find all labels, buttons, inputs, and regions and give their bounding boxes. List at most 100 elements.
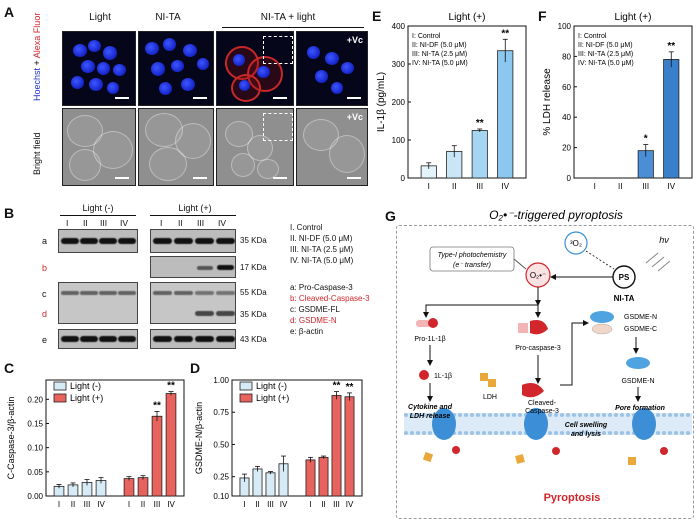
gsdme-n-label-2: GSDME-N <box>621 378 654 385</box>
panel-letter-c: C <box>4 360 15 376</box>
x-tick-label: I <box>243 500 245 509</box>
legend-label: Light (-) <box>256 381 287 391</box>
legend-label: Light (+) <box>256 393 289 403</box>
lane-label: I <box>160 218 163 228</box>
significance-marker: ** <box>346 382 354 393</box>
micrograph-bf-nita <box>138 108 214 186</box>
blot-bracket-plus <box>150 215 236 216</box>
blot-row-letter-c: c <box>42 289 47 299</box>
y-tick-label: 0.50 <box>213 440 229 449</box>
significance-marker: ** <box>667 41 675 52</box>
x-tick-label: III <box>154 500 161 509</box>
x-tick-label: I <box>309 500 311 509</box>
blot-group-legend: I. Control II. NI-DF (5.0 μM) III. NI-TA… <box>290 223 354 265</box>
legend-label: Light (+) <box>70 393 103 403</box>
legend-label: Light (-) <box>70 381 101 391</box>
blot-e-minus <box>58 329 138 349</box>
lane-label: IV <box>218 218 227 228</box>
panel-a-col-light: Light <box>89 12 111 23</box>
bar <box>344 396 355 497</box>
legend-text: IV: NI-TA (5.0 μM) <box>412 60 468 67</box>
pyroptosis-label: Pyroptosis <box>544 492 601 504</box>
blot-a-minus <box>58 229 138 253</box>
y-tick-label: 0.75 <box>213 408 229 417</box>
x-tick-label: IV <box>167 500 175 509</box>
nita-label: NI-TA <box>614 294 635 303</box>
micrograph-bf-nita-light <box>216 108 294 186</box>
blot-bracket-minus <box>60 215 136 216</box>
x-tick-label: III <box>267 500 274 509</box>
y-tick-label: 60 <box>562 83 571 92</box>
bar <box>497 50 514 179</box>
y-axis-label: GSDME-N/β-actin <box>194 402 204 474</box>
panel-letter-g: G <box>385 208 396 224</box>
x-tick-label: I <box>428 182 430 191</box>
legend-text: I: Control <box>412 33 441 40</box>
panel-letter-a: A <box>4 4 15 20</box>
photosensitizer: PS <box>619 273 630 282</box>
x-tick-label: II <box>141 500 145 509</box>
blot-group-light-minus: Light (-) <box>82 203 114 213</box>
panel-a-row-label-fluo: Hoechst + Alexa Fluor <box>32 12 42 101</box>
y-tick-label: 0 <box>567 174 572 183</box>
blot-row-letter-b: b <box>42 263 48 273</box>
pore-formation-label: Pore formation <box>615 405 665 412</box>
swelling-label-1: Cell swelling <box>565 422 608 429</box>
kda-label: 35 KDa <box>240 236 267 245</box>
hv-label: hν <box>659 235 669 245</box>
ldh-label: LDH <box>483 394 497 401</box>
blot-group-light-plus: Light (+) <box>178 203 212 213</box>
legend-text: III: NI-TA (2.5 μM) <box>412 51 467 58</box>
x-tick-label: III <box>642 182 649 191</box>
lane-label: II <box>178 218 183 228</box>
legend-swatch <box>239 381 253 391</box>
bar <box>305 459 316 497</box>
bar <box>151 415 163 497</box>
pro-caspase3-label: Pro-caspase-3 <box>515 345 561 352</box>
legend-text: IV: NI-TA (5.0 μM) <box>578 60 634 67</box>
x-tick-label: IV <box>501 182 509 191</box>
panel-a-row-label-bf: Bright field <box>32 132 42 175</box>
y-tick-label: 400 <box>392 22 406 31</box>
bar <box>252 468 263 497</box>
micrograph-bf-vc: +Vc <box>296 108 368 186</box>
chart-title: Light (+) <box>449 12 486 23</box>
blot-e-plus <box>150 329 236 349</box>
blot-row-letter-a: a <box>42 236 48 246</box>
type1-label-1: Type-I photochemistry <box>438 252 507 259</box>
lane-label: III <box>100 218 108 228</box>
type1-label-2: (e⁻ transfer) <box>453 262 491 269</box>
y-tick-label: 0.15 <box>27 420 43 429</box>
micrograph-fluo-light <box>62 31 136 106</box>
plot-frame <box>573 25 693 179</box>
y-tick-label: 300 <box>392 60 406 69</box>
bar <box>123 478 135 497</box>
y-tick-label: 100 <box>558 22 572 31</box>
x-tick-label: III <box>333 500 340 509</box>
y-tick-label: 80 <box>562 52 571 61</box>
x-tick-label: II <box>452 182 456 191</box>
y-axis-label: C-Caspase-3/β-actin <box>6 397 16 480</box>
panel-a-col-nita: NI-TA <box>155 12 181 23</box>
lane-label: I <box>66 218 69 228</box>
diagram-title: O₂•⁻-triggered pyroptosis <box>489 208 623 222</box>
panel-a-col-nita-light: NI-TA + light <box>260 12 316 23</box>
pore-channel-3 <box>632 408 656 440</box>
y-tick-label: 200 <box>392 98 406 107</box>
significance-marker: * <box>644 134 648 145</box>
bar <box>331 395 342 497</box>
vc-label-bf: +Vc <box>346 112 363 122</box>
chart-title: Light (+) <box>615 12 652 23</box>
y-tick-label: 100 <box>392 136 406 145</box>
blot-row-letter-e: e <box>42 335 48 345</box>
bar <box>165 393 177 497</box>
x-tick-label: I <box>58 500 60 509</box>
pyroptosis-diagram: O₂•⁻-triggered pyroptosis Type-I photoch… <box>404 208 692 504</box>
micrograph-fluo-vc: +Vc <box>296 31 368 106</box>
bar <box>663 59 680 179</box>
legend-text: I: Control <box>578 33 607 40</box>
blot-a-plus <box>150 229 236 253</box>
kda-label: 17 KDa <box>240 263 267 272</box>
vc-label-fluo: +Vc <box>346 35 363 45</box>
